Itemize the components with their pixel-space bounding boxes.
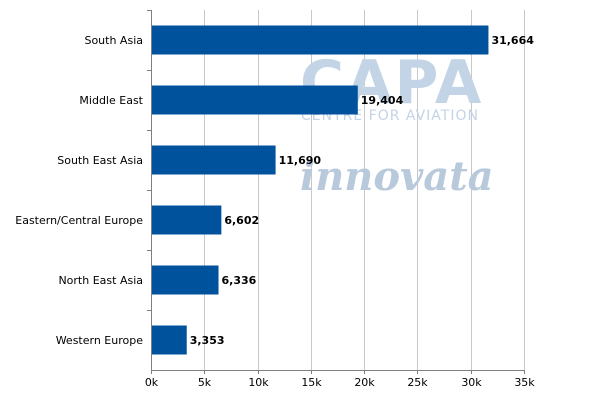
axes	[147, 10, 525, 374]
grid-lines	[204, 10, 525, 370]
bar	[152, 145, 276, 175]
x-tick-label: 5k	[198, 376, 212, 389]
data-label: 6,336	[222, 274, 257, 287]
x-tick-label: 35k	[514, 376, 535, 389]
x-tick-label: 0k	[145, 376, 159, 389]
labels: 0k 5k 10k 15k 20k 25k 30k 35k South Asia 31,664 Mi…	[15, 34, 535, 389]
category-label: Eastern/Central Europe	[15, 214, 143, 227]
x-tick-label: 10k	[248, 376, 269, 389]
x-tick-label: 15k	[301, 376, 322, 389]
data-label: 11,690	[279, 154, 322, 167]
category-label: South Asia	[84, 34, 143, 47]
x-tick-label: 20k	[354, 376, 375, 389]
category-label: North East Asia	[58, 274, 143, 287]
bar	[152, 265, 219, 295]
data-label: 6,602	[224, 214, 259, 227]
category-label: Middle East	[79, 94, 143, 107]
bar	[152, 325, 187, 355]
data-label: 31,664	[491, 34, 534, 47]
category-label: South East Asia	[57, 154, 143, 167]
innovata-watermark: innovata	[300, 153, 494, 200]
data-label: 3,353	[190, 334, 225, 347]
x-tick-label: 25k	[407, 376, 428, 389]
bar	[152, 85, 358, 115]
bar	[152, 205, 222, 235]
data-label: 19,404	[361, 94, 404, 107]
bar	[152, 25, 489, 55]
watermarks: CAPA CENTRE FOR AVIATION innovata	[300, 48, 494, 200]
category-label: Western Europe	[56, 334, 144, 347]
x-tick-label: 30k	[461, 376, 482, 389]
bars	[152, 25, 489, 355]
